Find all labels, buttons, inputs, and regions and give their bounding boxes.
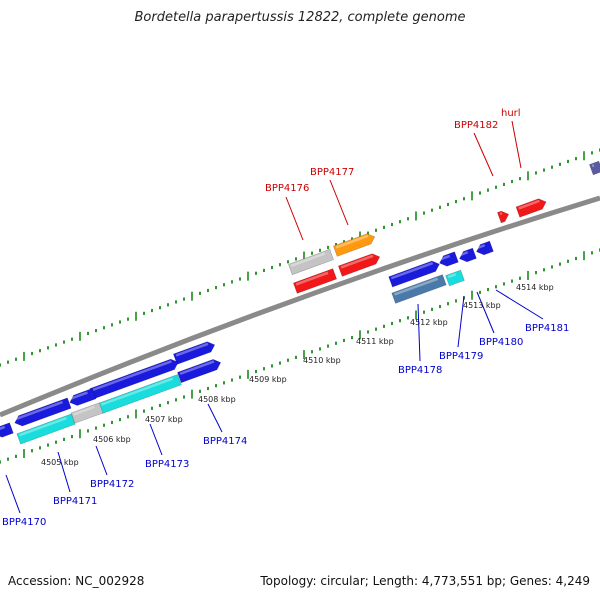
scale-label: 4508 kbp: [198, 395, 236, 404]
gene-features: [0, 160, 600, 445]
gene-arrow[interactable]: [333, 232, 376, 257]
gene-label[interactable]: hurl: [501, 108, 521, 119]
gene-arrow[interactable]: [70, 402, 104, 424]
scale-label: 4505 kbp: [41, 458, 79, 467]
leader-line: [495, 289, 544, 320]
gene-label[interactable]: BPP4178: [398, 365, 442, 376]
gene-arrow[interactable]: [445, 269, 465, 287]
scale-label: 4511 kbp: [356, 337, 394, 346]
leader-line: [207, 403, 223, 433]
leader-line: [473, 132, 494, 177]
gene-arrow[interactable]: [589, 160, 600, 176]
tick-track-inner: [0, 248, 600, 464]
leader-line: [476, 291, 495, 334]
tick-track-outer: [0, 148, 600, 367]
gene-arrow[interactable]: [293, 268, 337, 294]
leader-line: [57, 451, 71, 493]
leader-line: [285, 196, 304, 241]
gene-label[interactable]: BPP4182: [454, 120, 498, 131]
gene-arrow[interactable]: [388, 259, 442, 288]
label-leader-lines: [5, 120, 544, 514]
leader-line: [5, 474, 21, 514]
gene-arrow[interactable]: [177, 357, 222, 384]
scale-labels: 4505 kbp 4506 kbp 4507 kbp 4508 kbp 4509 kbp…: [41, 283, 554, 467]
scale-label: 4510 kbp: [303, 356, 341, 365]
genome-backbone: [0, 195, 600, 418]
gene-arrow[interactable]: [515, 197, 548, 218]
gene-label[interactable]: BPP4174: [203, 436, 247, 447]
gene-arrow[interactable]: [0, 422, 14, 439]
gene-label[interactable]: BPP4173: [145, 459, 189, 470]
gene-label[interactable]: BPP4176: [265, 183, 309, 194]
scale-label: 4509 kbp: [249, 375, 287, 384]
map-title: Bordetella parapertussis 12822, complete…: [134, 10, 466, 25]
scale-label: 4514 kbp: [516, 283, 554, 292]
gene-label[interactable]: BPP4179: [439, 351, 483, 362]
gene-arrow[interactable]: [288, 248, 334, 276]
gene-label[interactable]: BPP4170: [2, 517, 46, 528]
gene-label[interactable]: BPP4181: [525, 323, 569, 334]
gene-arrow[interactable]: [68, 388, 97, 407]
scale-label: 4512 kbp: [410, 318, 448, 327]
accession-text: Accession: NC_002928: [8, 574, 145, 588]
leader-line: [511, 120, 522, 169]
scale-label: 4513 kbp: [463, 301, 501, 310]
scale-label: 4506 kbp: [93, 435, 131, 444]
gene-arrow[interactable]: [13, 397, 72, 428]
gene-arrow[interactable]: [391, 274, 447, 304]
gene-arrow[interactable]: [438, 251, 459, 268]
scale-label: 4507 kbp: [145, 415, 183, 424]
gene-arrow[interactable]: [497, 209, 510, 224]
gene-label[interactable]: BPP4177: [310, 167, 354, 178]
gene-label[interactable]: BPP4180: [479, 337, 523, 348]
leader-line: [149, 423, 163, 456]
genome-summary-text: Topology: circular; Length: 4,773,551 bp…: [260, 574, 590, 588]
leader-line: [95, 445, 108, 476]
gene-arrow[interactable]: [338, 252, 381, 277]
gene-arrow[interactable]: [16, 413, 76, 445]
gene-label[interactable]: BPP4172: [90, 479, 134, 490]
leader-line: [457, 295, 465, 348]
leader-line: [417, 303, 421, 362]
gene-arrow[interactable]: [458, 247, 477, 264]
gene-label[interactable]: BPP4171: [53, 496, 97, 507]
leader-line: [329, 179, 349, 226]
gene-arrow[interactable]: [475, 240, 494, 257]
